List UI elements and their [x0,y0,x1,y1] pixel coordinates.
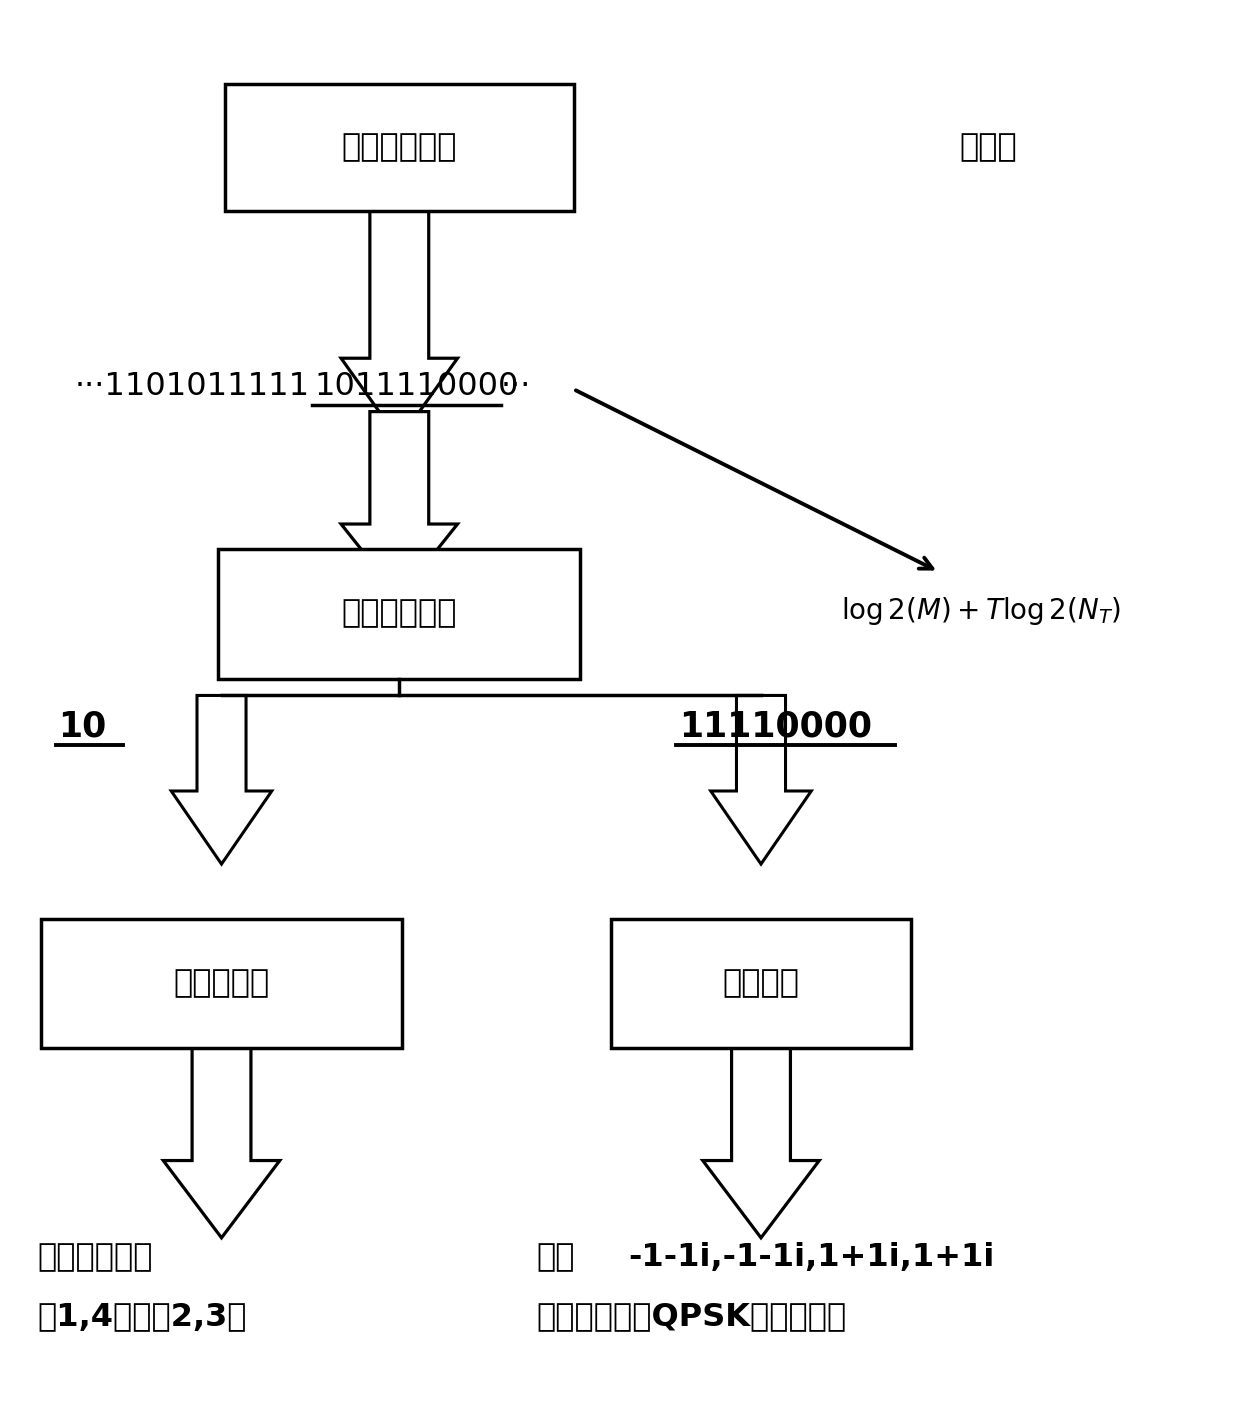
Text: 二进制比特流: 二进制比特流 [341,132,458,163]
FancyBboxPatch shape [41,920,402,1049]
Polygon shape [341,412,458,597]
Text: 11110000: 11110000 [678,710,872,744]
Text: ···1101011111: ···1101011111 [74,370,310,402]
Text: （1,4），（2,3）: （1,4），（2,3） [37,1301,247,1332]
Text: 空间调制映射: 空间调制映射 [341,599,458,630]
Polygon shape [341,210,458,440]
FancyBboxPatch shape [611,920,911,1049]
Text: $\log 2(M)+T\log 2(N_{T})$: $\log 2(M)+T\log 2(N_{T})$ [841,595,1121,627]
FancyBboxPatch shape [218,549,580,678]
Text: -1-1i,-1-1i,1+1i,1+1i: -1-1i,-1-1i,1+1i,1+1i [629,1242,994,1273]
Polygon shape [164,1049,280,1237]
Text: 发射机: 发射机 [959,132,1017,163]
Polygon shape [703,1049,820,1237]
Text: ···: ··· [501,370,532,402]
Polygon shape [171,695,272,864]
Text: 1011110000: 1011110000 [315,370,520,402]
Text: 选择天线组合: 选择天线组合 [37,1242,153,1273]
Text: 10: 10 [58,710,107,744]
Text: 天线对选择: 天线对选择 [174,968,269,999]
Polygon shape [711,695,811,864]
Text: （以标准映射QPSK调制为例）: （以标准映射QPSK调制为例） [537,1301,847,1332]
FancyBboxPatch shape [224,84,574,210]
Text: 符号调制: 符号调制 [723,968,800,999]
Text: 符号: 符号 [537,1242,575,1273]
